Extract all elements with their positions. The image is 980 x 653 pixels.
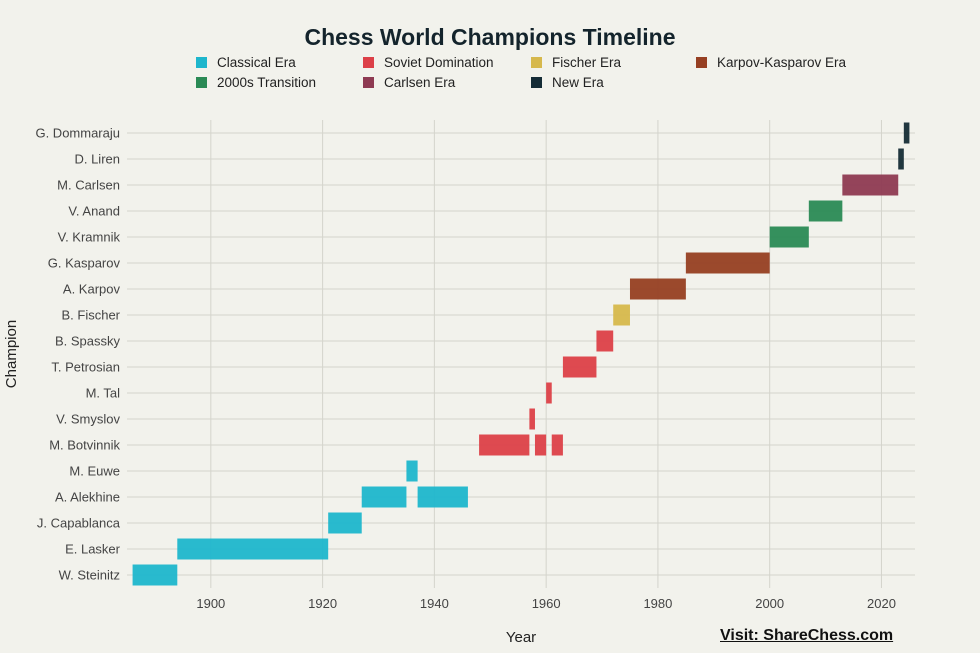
y-tick-label-e-lasker: E. Lasker [65, 542, 121, 557]
reign-bar-w-steinitz-1886 [132, 564, 178, 586]
legend-item-new-era: New Era [531, 75, 604, 90]
legend-label: Fischer Era [552, 55, 622, 70]
y-tick-label-m-euwe: M. Euwe [69, 464, 120, 479]
legend-swatch [196, 57, 207, 68]
legend-label: Carlsen Era [384, 75, 456, 90]
y-tick-label-m-botvinnik: M. Botvinnik [49, 438, 120, 453]
legend-item-soviet-domination: Soviet Domination [363, 55, 494, 70]
legend-item-classical-era: Classical Era [196, 55, 296, 70]
reign-bar-v-smyslov-1957 [529, 408, 535, 430]
reign-bar-m-euwe-1935 [406, 460, 418, 482]
footer-link[interactable]: Visit: ShareChess.com [720, 627, 894, 644]
reign-bar-m-botvinnik-1961 [551, 434, 563, 456]
y-tick-label-m-carlsen: M. Carlsen [57, 178, 120, 193]
reign-bar-v-anand-2007 [808, 200, 843, 222]
y-tick-label-j-capablanca: J. Capablanca [37, 516, 121, 531]
reign-bar-a-karpov-1975 [629, 278, 686, 300]
reign-bar-b-spassky-1969 [596, 330, 614, 352]
legend-item-fischer-era: Fischer Era [531, 55, 621, 70]
legend-swatch [196, 77, 207, 88]
y-tick-label-m-tal: M. Tal [86, 386, 121, 401]
reign-bar-g-dommaraju-2024 [903, 122, 910, 144]
legend-swatch [531, 57, 542, 68]
x-axis-title: Year [506, 629, 536, 646]
reign-bar-a-alekhine-1937 [417, 486, 468, 508]
reign-bar-a-alekhine-1927 [361, 486, 407, 508]
x-tick-label-2020: 2020 [867, 596, 896, 611]
y-tick-label-d-liren: D. Liren [74, 152, 120, 167]
legend-swatch [363, 57, 374, 68]
y-tick-label-a-karpov: A. Karpov [63, 282, 121, 297]
reign-bar-t-petrosian-1963 [562, 356, 597, 378]
y-tick-label-v-anand: V. Anand [68, 204, 120, 219]
reign-bar-v-kramnik-2000 [769, 226, 809, 248]
y-tick-label-v-smyslov: V. Smyslov [56, 412, 120, 427]
legend-label: 2000s Transition [217, 75, 317, 90]
legend-label: Soviet Domination [384, 55, 494, 70]
legend-swatch [363, 77, 374, 88]
reign-bar-m-carlsen-2013 [842, 174, 899, 196]
reign-bar-d-liren-2023 [898, 148, 904, 170]
y-tick-label-v-kramnik: V. Kramnik [58, 230, 121, 245]
y-tick-label-w-steinitz: W. Steinitz [59, 568, 120, 583]
x-tick-label-1980: 1980 [643, 596, 672, 611]
x-tick-label-1940: 1940 [420, 596, 449, 611]
reign-bar-g-kasparov-1985 [685, 252, 770, 274]
reign-bar-j-capablanca-1921 [328, 512, 362, 534]
legend-item-carlsen-era: Carlsen Era [363, 75, 455, 90]
y-tick-label-b-spassky: B. Spassky [55, 334, 121, 349]
legend-swatch [696, 57, 707, 68]
chart-legend: Classical Era Soviet Domination Fischer Er… [196, 55, 896, 95]
chart-title: Chess World Champions Timeline [304, 24, 676, 50]
y-tick-label-g-dommaraju: G. Dommaraju [35, 126, 120, 141]
reign-bar-m-botvinnik-1948 [479, 434, 530, 456]
y-tick-label-g-kasparov: G. Kasparov [48, 256, 121, 271]
reign-bar-m-tal-1960 [546, 382, 552, 404]
legend-label: New Era [552, 75, 604, 90]
legend-label: Classical Era [217, 55, 296, 70]
y-tick-label-t-petrosian: T. Petrosian [51, 360, 120, 375]
legend-swatch [531, 77, 542, 88]
legend-label: Karpov-Kasparov Era [717, 55, 847, 70]
x-tick-label-1960: 1960 [532, 596, 561, 611]
x-tick-label-1900: 1900 [196, 596, 225, 611]
x-tick-label-2000: 2000 [755, 596, 784, 611]
legend-item-2000s-transition: 2000s Transition [196, 75, 316, 90]
reign-bar-e-lasker-1894 [177, 538, 329, 560]
reign-bar-b-fischer-1972 [613, 304, 630, 326]
y-axis-title: Champion [3, 320, 20, 388]
reign-bar-m-botvinnik-1958 [534, 434, 547, 456]
legend-item-karpov-kasparov-era: Karpov-Kasparov Era [696, 55, 846, 70]
x-tick-label-1920: 1920 [308, 596, 337, 611]
y-tick-label-b-fischer: B. Fischer [61, 308, 120, 323]
y-tick-label-a-alekhine: A. Alekhine [55, 490, 120, 505]
